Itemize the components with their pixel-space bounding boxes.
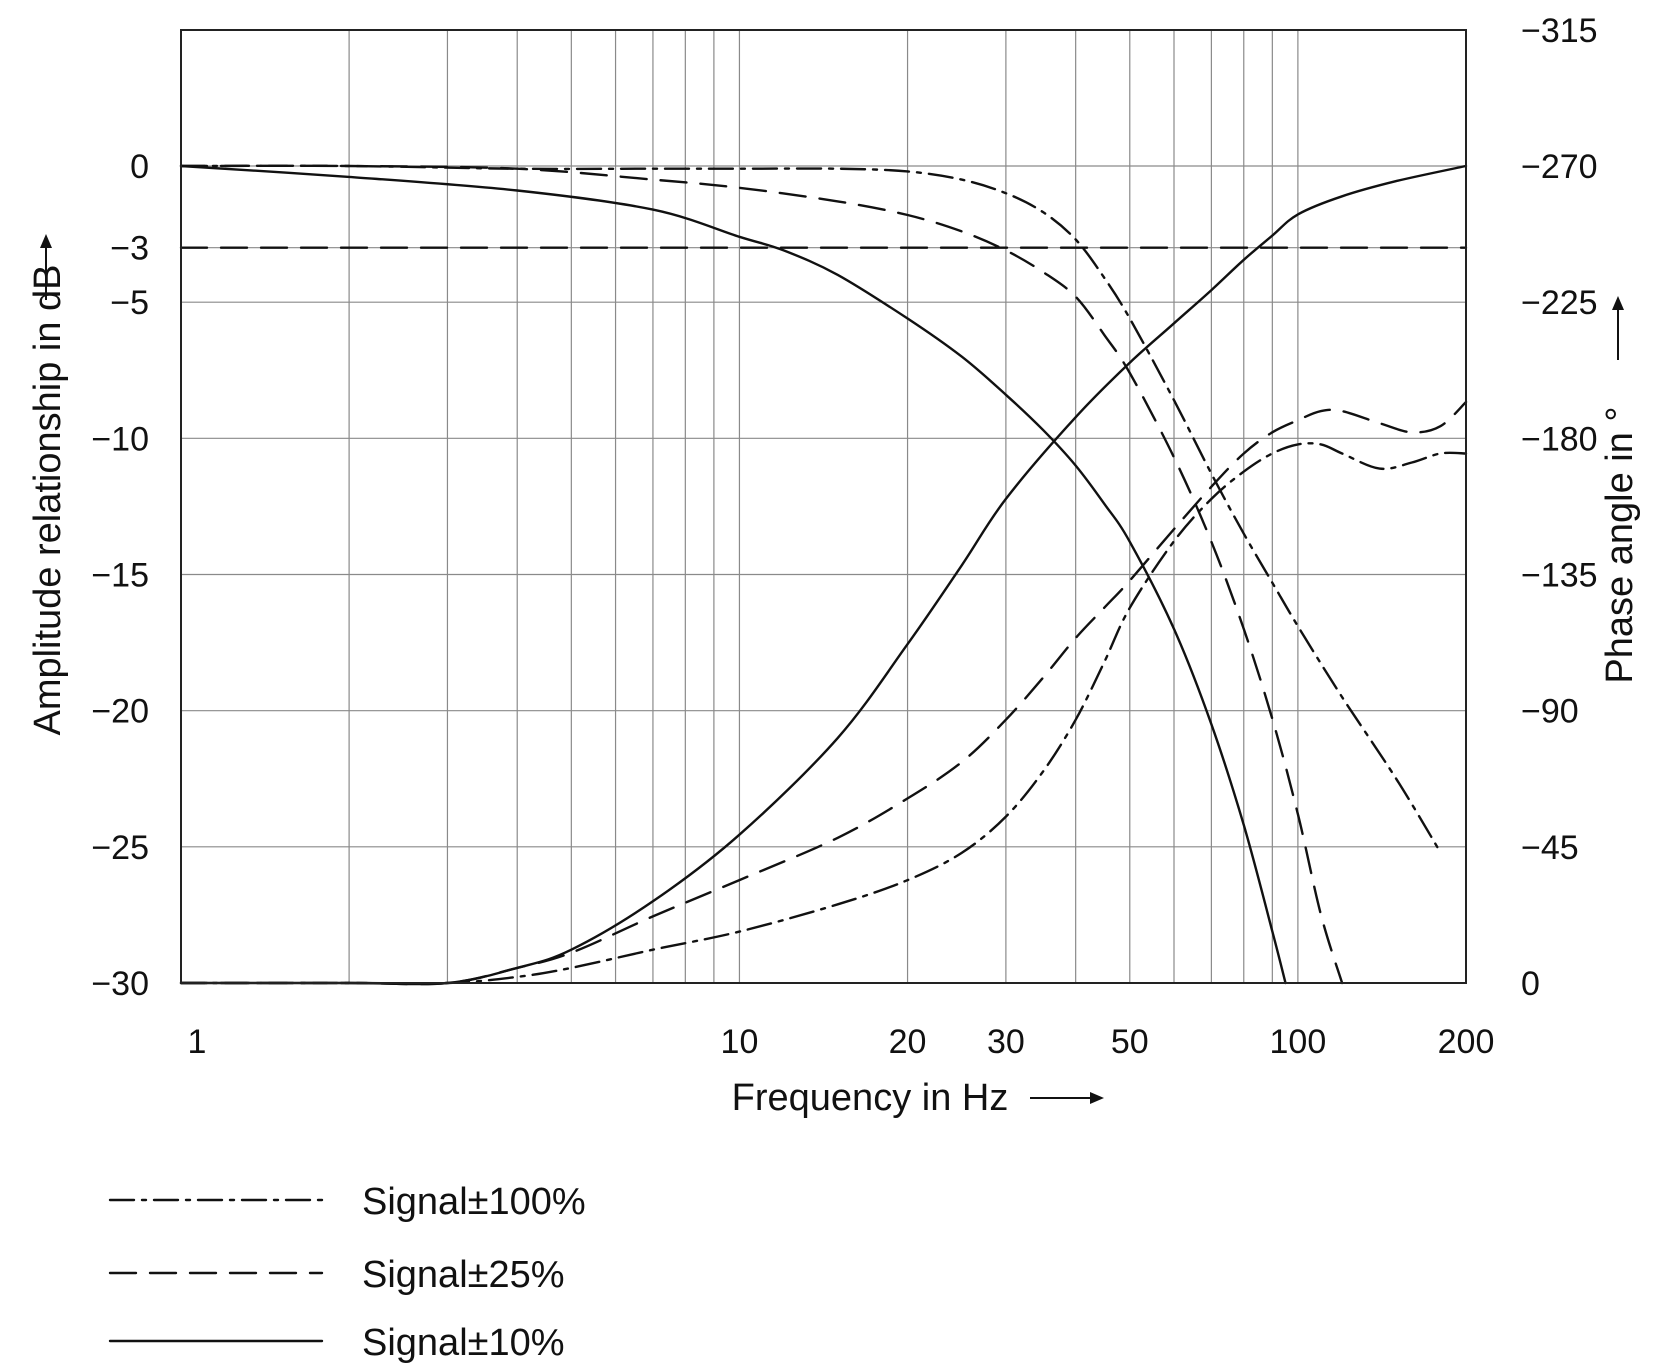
y-tick-label: −20: [91, 693, 149, 731]
y2-axis-arrowhead: [1612, 296, 1624, 310]
tick-labels: 1 10 20 30 50 100 200 0 −3 −5 −10 −15 −20 −25 −30 −315 −…: [91, 12, 1597, 1061]
legend: Signal±100% Signal±25% Signal±10%: [108, 1181, 586, 1364]
y2-tick-label: 0: [1521, 965, 1540, 1003]
y2-tick-label: −45: [1521, 829, 1579, 867]
amplitude-curve-dash-dot: [179, 164, 1442, 854]
plot-frame: [180, 29, 1467, 984]
amplitude-curve-solid: [179, 164, 1287, 985]
y-axis-title: Amplitude relationship in dB: [27, 264, 69, 735]
x-axis-title: Frequency in Hz: [732, 1077, 1009, 1119]
x-tick-label: 1: [188, 1023, 207, 1061]
x-tick-label: 10: [721, 1023, 759, 1061]
y2-tick-label: −225: [1521, 284, 1598, 322]
y-axis-arrowhead: [40, 234, 52, 248]
y2-tick-label: −270: [1521, 148, 1598, 186]
grid: [180, 30, 1467, 984]
legend-label: Signal±10%: [362, 1322, 565, 1364]
y2-axis-title: Phase angle in °: [1599, 406, 1641, 683]
y2-tick-label: −135: [1521, 557, 1598, 595]
y-tick-label: −15: [91, 557, 149, 595]
y2-tick-label: −90: [1521, 693, 1579, 731]
x-tick-label: 100: [1270, 1023, 1327, 1061]
y2-tick-label: −315: [1521, 12, 1598, 50]
x-tick-label: 30: [987, 1023, 1025, 1061]
y-tick-label: −5: [110, 284, 149, 322]
y-tick-label: −10: [91, 420, 149, 458]
y2-tick-label: −180: [1521, 420, 1598, 458]
y-tick-label: 0: [130, 148, 149, 186]
legend-label: Signal±100%: [362, 1181, 586, 1223]
x-tick-label: 20: [889, 1023, 927, 1061]
legend-label: Signal±25%: [362, 1254, 565, 1296]
y-tick-label: −25: [91, 829, 149, 867]
x-tick-label: 200: [1438, 1023, 1495, 1061]
x-tick-label: 50: [1111, 1023, 1149, 1061]
y-tick-label: −3: [110, 230, 149, 268]
phase-curve-solid: [179, 164, 1468, 986]
phase-curve-dashed: [179, 400, 1468, 986]
y-tick-label: −30: [91, 965, 149, 1003]
plot-curves: [179, 164, 1468, 986]
phase-curve-dash-dot: [179, 442, 1468, 985]
amplitude-curve-dashed: [179, 164, 1344, 985]
x-axis-arrowhead: [1090, 1092, 1104, 1104]
